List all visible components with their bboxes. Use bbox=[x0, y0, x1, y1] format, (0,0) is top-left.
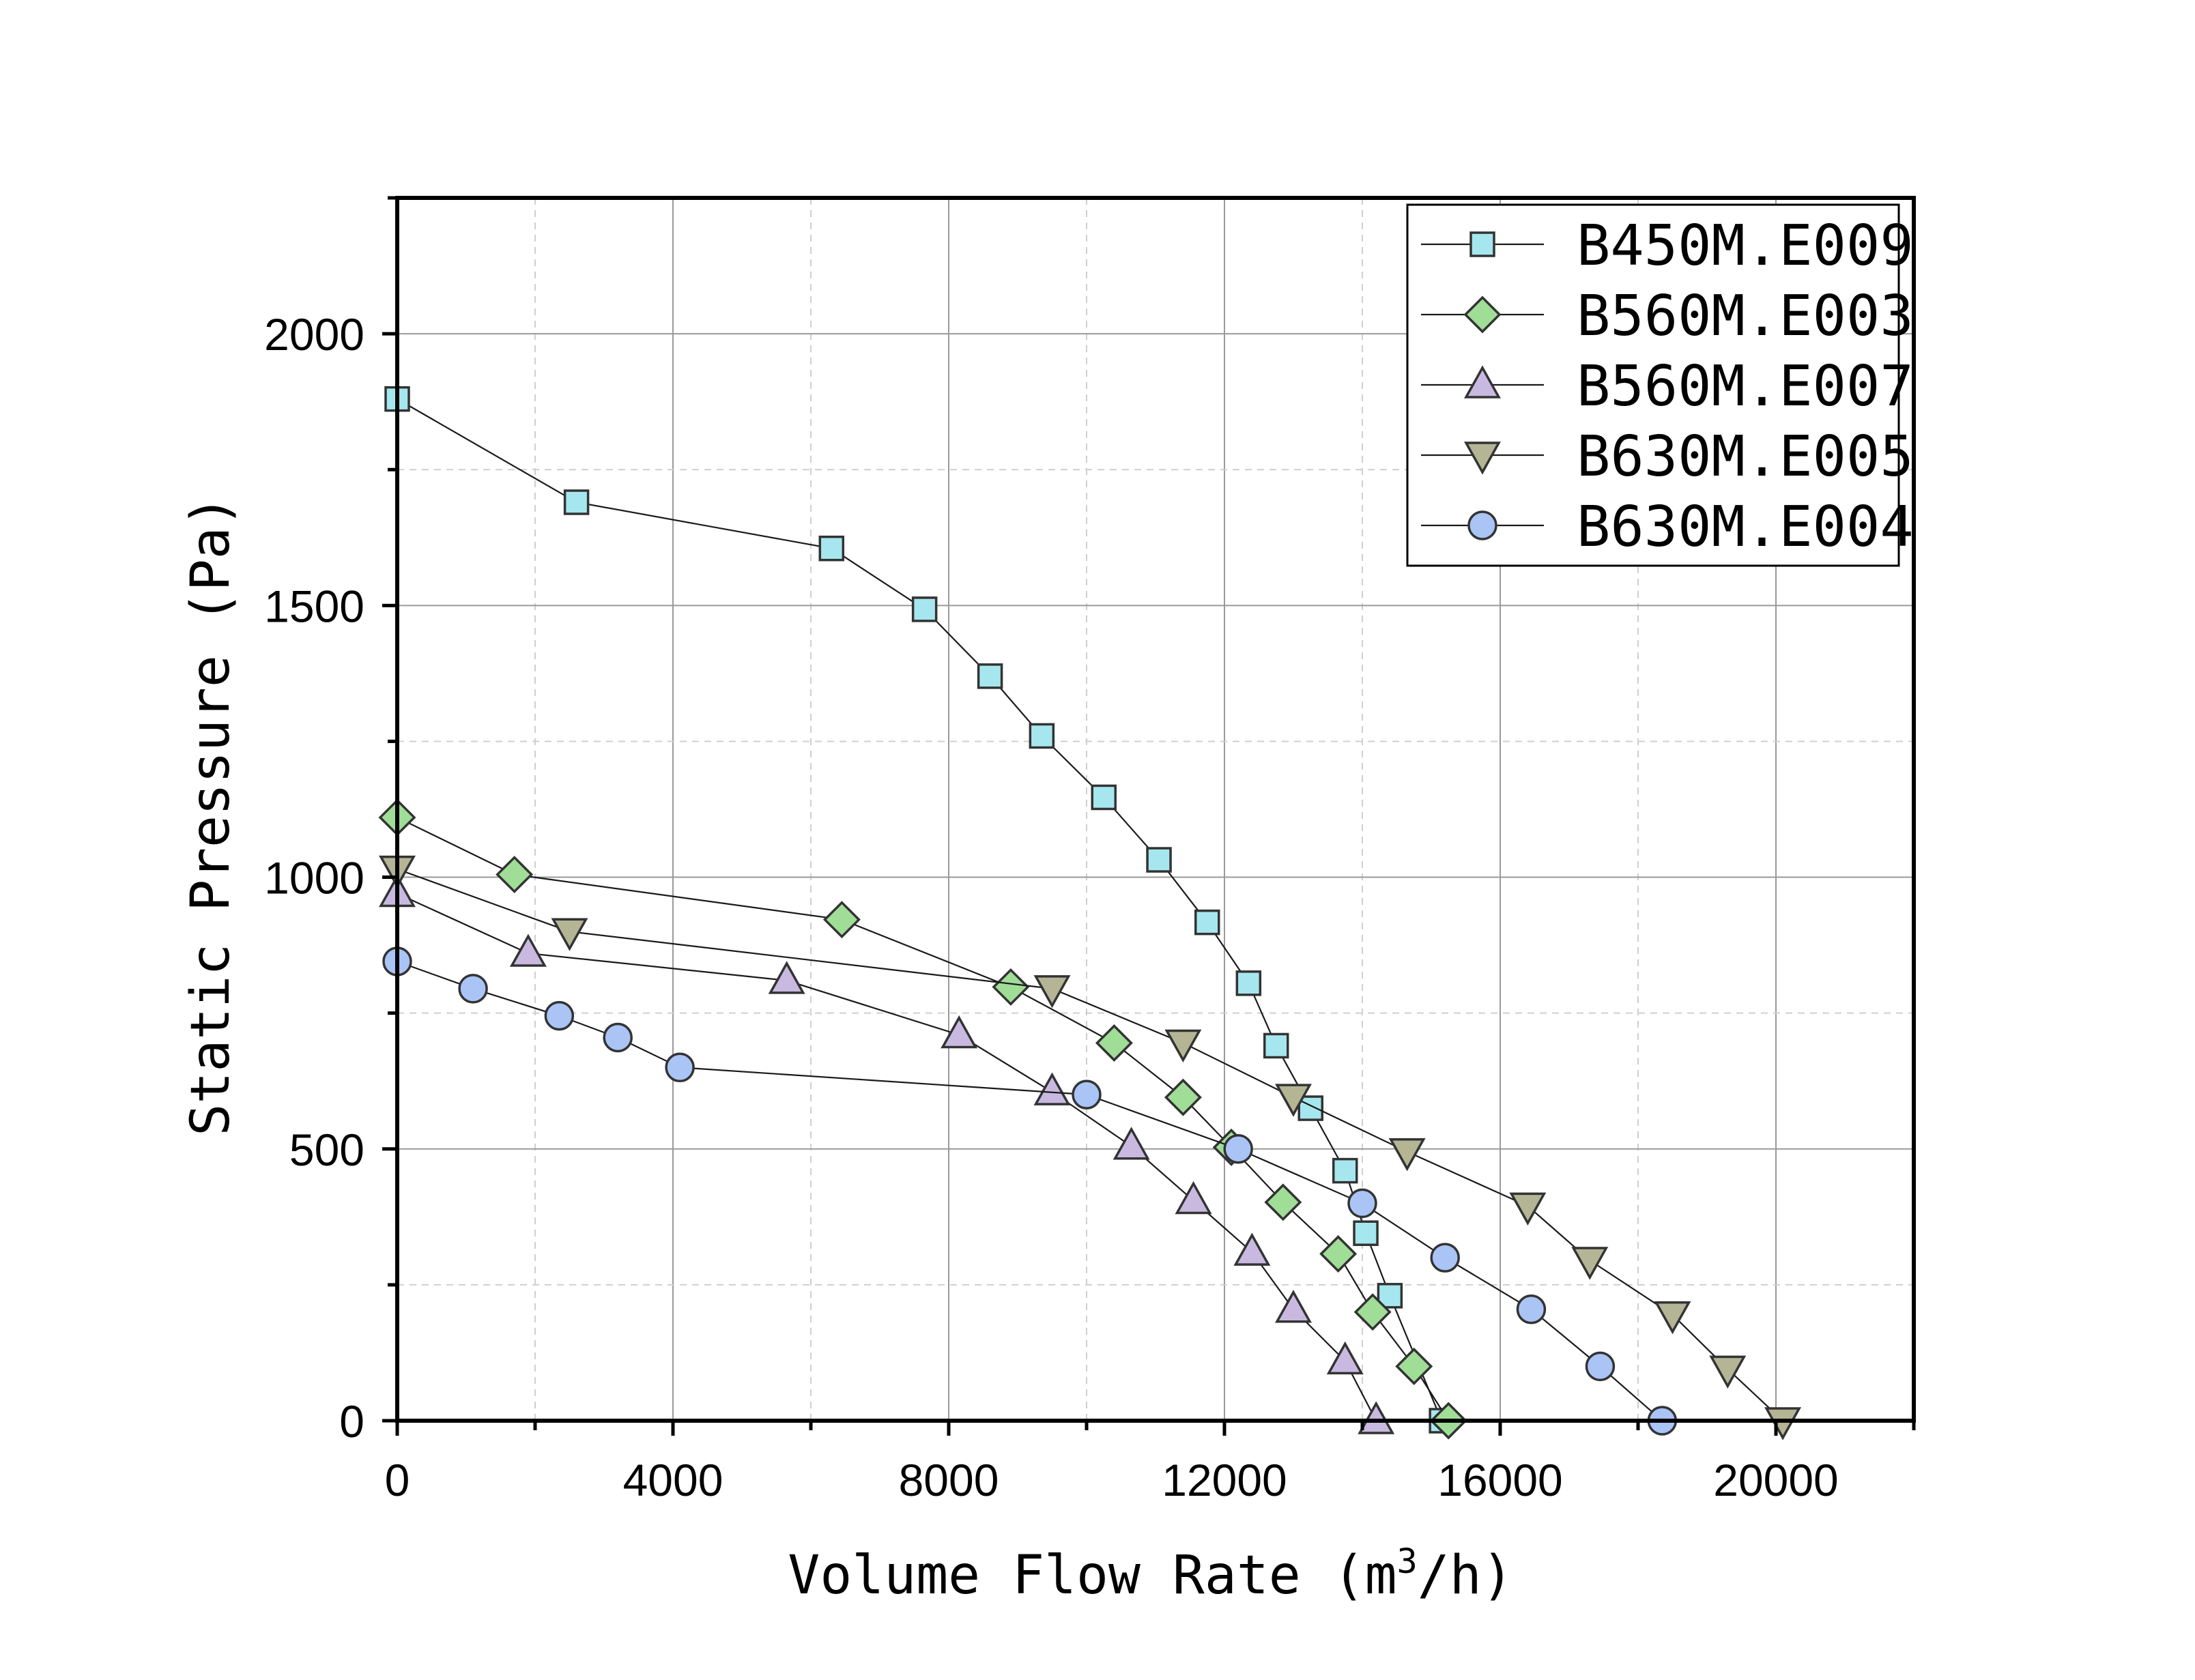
data-point bbox=[1146, 847, 1172, 873]
data-point bbox=[563, 489, 590, 515]
legend-label: B630M.E005 bbox=[1577, 424, 1914, 489]
series-b630m-e005 bbox=[379, 855, 1802, 1440]
data-point bbox=[1509, 1192, 1547, 1226]
data-point bbox=[1709, 1355, 1747, 1389]
legend: B450M.E009B560M.E003B560M.E007B630M.E005… bbox=[1406, 203, 1914, 567]
legend-label: B560M.E007 bbox=[1577, 354, 1914, 419]
data-point bbox=[1091, 784, 1117, 811]
y-tick-label: 1000 bbox=[264, 853, 364, 903]
data-point bbox=[544, 1000, 575, 1031]
plot-frame bbox=[382, 196, 1916, 1436]
y-tick-label: 2000 bbox=[264, 309, 364, 360]
data-point bbox=[1353, 1220, 1379, 1246]
legend-marker bbox=[1469, 231, 1495, 257]
x-tick-label: 0 bbox=[385, 1455, 410, 1505]
data-point bbox=[1430, 1243, 1460, 1273]
data-point bbox=[1264, 1183, 1302, 1221]
y-tick-label: 0 bbox=[339, 1396, 364, 1447]
y-tick-label: 1500 bbox=[264, 581, 364, 631]
data-point bbox=[1164, 1029, 1202, 1063]
data-point bbox=[551, 918, 588, 951]
x-tick-label: 16000 bbox=[1437, 1455, 1563, 1505]
data-point bbox=[1029, 723, 1055, 749]
data-point bbox=[1095, 1024, 1133, 1062]
data-point bbox=[1353, 1293, 1392, 1331]
data-point bbox=[1654, 1301, 1691, 1335]
data-point bbox=[768, 961, 805, 994]
series-line bbox=[397, 960, 1663, 1421]
data-point bbox=[1223, 1134, 1253, 1164]
data-point bbox=[1175, 1181, 1212, 1215]
legend-label: B630M.E004 bbox=[1577, 495, 1914, 560]
data-point bbox=[818, 535, 845, 562]
series-b560m-e007 bbox=[379, 873, 1395, 1434]
data-point bbox=[1263, 1032, 1289, 1059]
data-point bbox=[941, 1015, 978, 1049]
data-point bbox=[1516, 1294, 1547, 1324]
legend-marker bbox=[1464, 441, 1501, 475]
x-tick-label: 4000 bbox=[623, 1455, 723, 1505]
data-point bbox=[911, 596, 938, 622]
data-point bbox=[458, 974, 488, 1004]
data-point bbox=[1319, 1235, 1358, 1273]
data-point bbox=[665, 1052, 695, 1083]
data-point bbox=[1332, 1157, 1358, 1184]
data-point bbox=[822, 901, 861, 939]
x-tick-label: 8000 bbox=[899, 1455, 999, 1505]
legend-marker bbox=[1463, 295, 1502, 334]
data-point bbox=[977, 663, 1003, 689]
data-point bbox=[1033, 1072, 1071, 1105]
legend-label: B560M.E003 bbox=[1577, 284, 1914, 349]
data-point bbox=[509, 933, 547, 967]
data-point bbox=[496, 856, 534, 894]
legend-marker bbox=[1464, 365, 1501, 399]
x-tick-label: 12000 bbox=[1162, 1455, 1287, 1505]
y-axis-title: Static Pressure (Pa) bbox=[180, 495, 242, 1135]
series-group bbox=[378, 386, 1802, 1440]
data-point bbox=[1395, 1347, 1433, 1385]
data-point bbox=[1571, 1247, 1609, 1280]
data-point bbox=[603, 1022, 633, 1053]
x-axis-title: Volume Flow Rate (m3/h) bbox=[788, 1541, 1513, 1606]
data-point bbox=[1235, 970, 1262, 996]
data-point bbox=[1347, 1188, 1377, 1219]
x-tick-label: 20000 bbox=[1713, 1455, 1839, 1505]
data-point bbox=[1072, 1080, 1102, 1110]
data-point bbox=[1326, 1341, 1364, 1375]
data-point bbox=[1275, 1084, 1312, 1117]
data-point bbox=[1275, 1290, 1312, 1323]
data-point bbox=[1297, 1095, 1323, 1121]
data-point bbox=[1585, 1351, 1616, 1382]
data-point bbox=[1033, 975, 1071, 1009]
data-point bbox=[1233, 1232, 1271, 1266]
data-point bbox=[1388, 1138, 1426, 1172]
plot-border bbox=[395, 196, 1916, 1423]
data-point bbox=[992, 968, 1030, 1006]
data-point bbox=[1113, 1127, 1150, 1160]
y-tick-label: 500 bbox=[289, 1125, 364, 1175]
data-point bbox=[1164, 1078, 1202, 1116]
legend-label: B450M.E009 bbox=[1577, 214, 1914, 278]
data-point bbox=[1358, 1401, 1395, 1434]
tick-labels: 0 4000 8000 12000 16000 20000 0 500 1000 1500 2000 bbox=[264, 309, 1839, 1505]
data-point bbox=[1194, 909, 1220, 936]
legend-marker bbox=[1467, 510, 1497, 540]
